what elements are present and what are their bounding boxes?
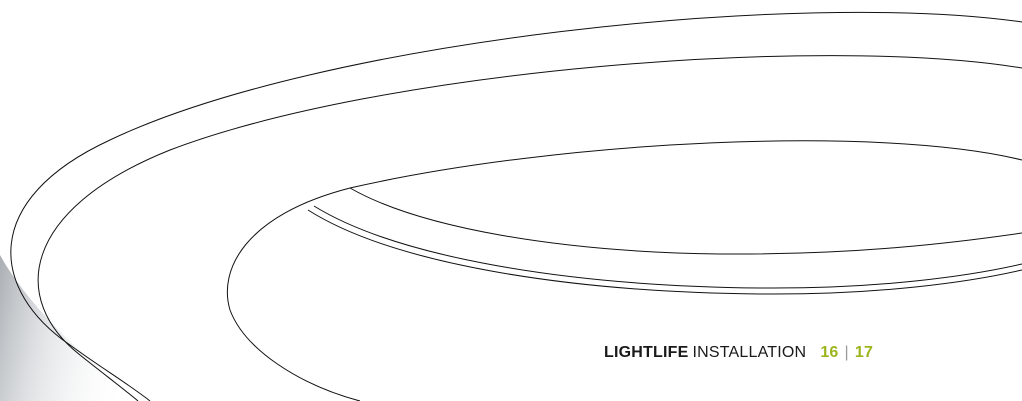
diffuser-rim-lower-1 (307, 209, 1022, 295)
page-separator: | (844, 344, 849, 361)
section-title: INSTALLATION (692, 344, 807, 361)
page-number-right: 17 (854, 344, 874, 361)
outer-ring-edge (10, 11, 1022, 401)
second-ring-edge (37, 55, 1022, 401)
page-number-left: 16 (820, 344, 839, 361)
shadow-gradient (0, 255, 150, 401)
diffuser-rim-top (349, 187, 1022, 255)
inner-opening-edge (226, 140, 1022, 401)
page-footer: LIGHTLIFE INSTALLATION 16 | 17 (604, 343, 873, 363)
brand-name: LIGHTLIFE (604, 344, 689, 361)
diffuser-rim-lower-2 (313, 205, 1022, 289)
